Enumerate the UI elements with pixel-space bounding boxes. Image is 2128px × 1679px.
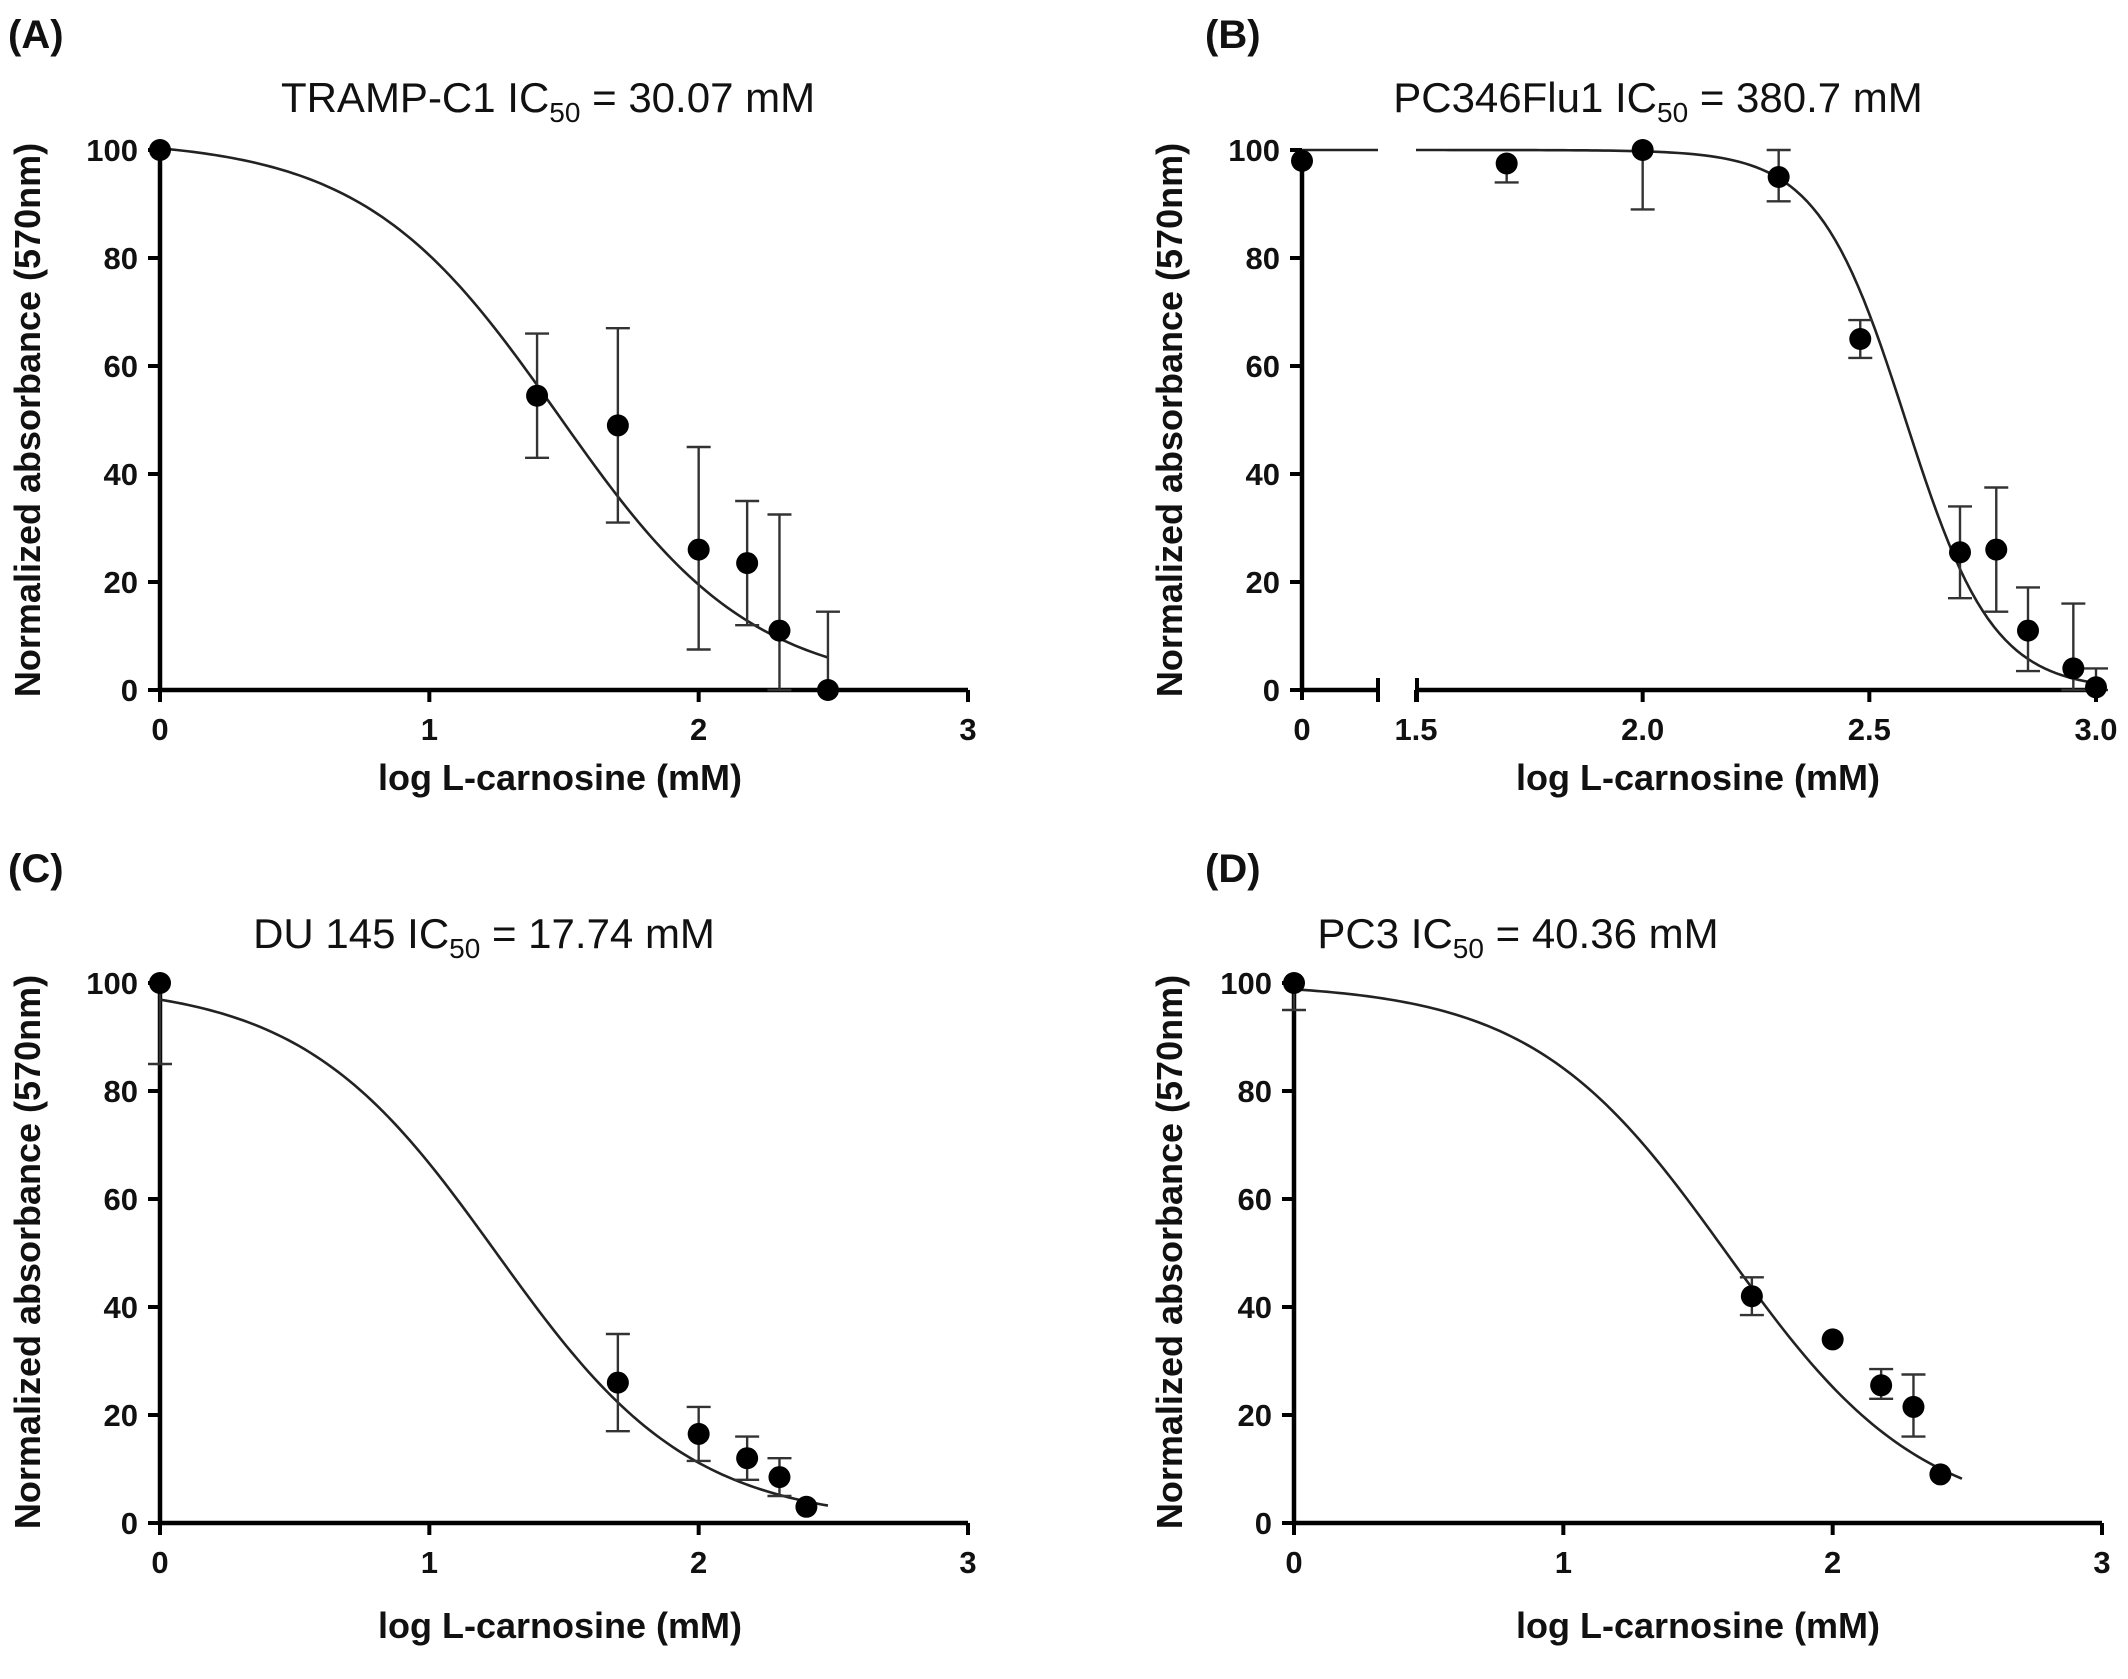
x-axis-label: log L-carnosine (mM)	[1516, 1605, 1880, 1646]
x-tick-label: 0	[151, 712, 168, 747]
data-point	[2062, 657, 2085, 680]
data-point	[687, 1422, 710, 1445]
y-tick-label: 60	[104, 1182, 138, 1217]
y-tick-label: 20	[104, 1398, 138, 1433]
data-point	[1631, 139, 1654, 161]
data-point	[1949, 541, 1971, 564]
fit-curve	[1293, 988, 1963, 1480]
y-tick-label: 60	[1238, 1182, 1272, 1217]
data-point	[1283, 972, 1305, 994]
panel-label: (B)	[1205, 13, 1261, 57]
data-point	[768, 619, 791, 642]
data-point	[606, 1371, 629, 1394]
y-tick-label: 100	[86, 966, 138, 1001]
x-axis-label: log L-carnosine (mM)	[378, 757, 742, 798]
y-tick-label: 20	[1246, 565, 1280, 600]
y-axis-label: Normalized absorbance (570nm)	[1149, 975, 1190, 1529]
x-tick-label: 2	[1824, 1545, 1841, 1580]
y-tick-label: 80	[1238, 1074, 1272, 1109]
data-point	[149, 972, 171, 994]
chart-panel-3: (C) DU 145 IC50 = 17.74 mM Normalized abso…	[7, 847, 977, 1646]
y-tick-label: 40	[1246, 457, 1280, 492]
data-point	[1985, 538, 2008, 561]
y-axis-label: Normalized absorbance (570nm)	[7, 143, 48, 697]
chart-panel-4: (D) PC3 IC50 = 40.36 mM Normalized absorba…	[1149, 847, 2111, 1646]
data-point	[736, 552, 759, 575]
data-point	[687, 538, 710, 561]
x-tick-label: 3	[2093, 1545, 2110, 1580]
data-point	[1929, 1463, 1952, 1486]
x-tick-label: 2	[690, 712, 707, 747]
chart-title: PC3 IC50 = 40.36 mM	[1317, 910, 1718, 964]
x-tick-label: 2.0	[1621, 712, 1664, 747]
x-tick-label: 3	[959, 712, 976, 747]
chart-panel-1: (A) TRAMP-C1 IC50 = 30.07 mM Normalized ab…	[7, 13, 977, 798]
x-tick-label: 1.5	[1394, 712, 1437, 747]
data-point	[768, 1466, 791, 1489]
data-point	[1870, 1374, 1893, 1397]
y-axis-label: Normalized absorbance (570nm)	[1149, 143, 1190, 697]
x-axis-label: log L-carnosine (mM)	[1516, 757, 1880, 798]
x-tick-label: 2	[690, 1545, 707, 1580]
data-point	[1495, 152, 1518, 175]
y-tick-label: 0	[1263, 673, 1280, 708]
x-tick-label: 3.0	[2074, 712, 2117, 747]
data-point	[816, 679, 839, 701]
y-axis-label: Normalized absorbance (570nm)	[7, 975, 48, 1529]
data-point	[1740, 1285, 1763, 1308]
chart-title: DU 145 IC50 = 17.74 mM	[253, 910, 715, 964]
y-tick-label: 0	[121, 1506, 138, 1541]
y-tick-label: 0	[121, 673, 138, 708]
y-tick-label: 100	[1220, 966, 1272, 1001]
y-tick-label: 100	[1228, 133, 1280, 168]
y-tick-label: 40	[104, 1290, 138, 1325]
panel-label: (A)	[8, 13, 64, 57]
fit-curve	[1416, 148, 2097, 685]
data-point	[1821, 1328, 1844, 1351]
y-tick-label: 60	[1246, 349, 1280, 384]
y-tick-label: 40	[104, 457, 138, 492]
x-axis-label: log L-carnosine (mM)	[378, 1605, 742, 1646]
y-tick-label: 20	[1238, 1398, 1272, 1433]
x-tick-label: 0	[151, 1545, 168, 1580]
x-tick-label: 1	[421, 712, 438, 747]
data-point	[1849, 328, 1872, 350]
data-point	[1902, 1395, 1925, 1418]
x-tick-label: 0	[1293, 712, 1310, 747]
y-tick-label: 0	[1255, 1506, 1272, 1541]
y-tick-label: 80	[104, 241, 138, 276]
x-tick-label: 1	[421, 1545, 438, 1580]
y-tick-label: 40	[1238, 1290, 1272, 1325]
data-point	[2085, 676, 2107, 699]
chart-title: PC346Flu1 IC50 = 380.7 mM	[1393, 74, 1923, 128]
x-tick-label: 1	[1555, 1545, 1572, 1580]
y-tick-label: 60	[104, 349, 138, 384]
y-tick-label: 80	[104, 1074, 138, 1109]
fit-curve	[159, 147, 829, 659]
data-point	[795, 1495, 818, 1518]
data-point	[2017, 619, 2039, 642]
data-point	[1291, 149, 1313, 172]
data-point	[1767, 166, 1790, 188]
data-point	[736, 1447, 759, 1470]
y-tick-label: 80	[1246, 241, 1280, 276]
x-tick-label: 3	[959, 1545, 976, 1580]
y-tick-label: 100	[86, 133, 138, 168]
chart-panel-2: (B) PC346Flu1 IC50 = 380.7 mM Normalized a…	[1149, 13, 2118, 798]
data-point	[149, 139, 171, 161]
chart-title: TRAMP-C1 IC50 = 30.07 mM	[281, 74, 815, 128]
x-tick-label: 0	[1285, 1545, 1302, 1580]
panel-label: (C)	[8, 847, 64, 891]
y-tick-label: 20	[104, 565, 138, 600]
panel-label: (D)	[1205, 847, 1261, 891]
data-point	[606, 414, 629, 437]
x-tick-label: 2.5	[1848, 712, 1891, 747]
fit-curve	[159, 998, 829, 1507]
data-point	[526, 384, 549, 407]
